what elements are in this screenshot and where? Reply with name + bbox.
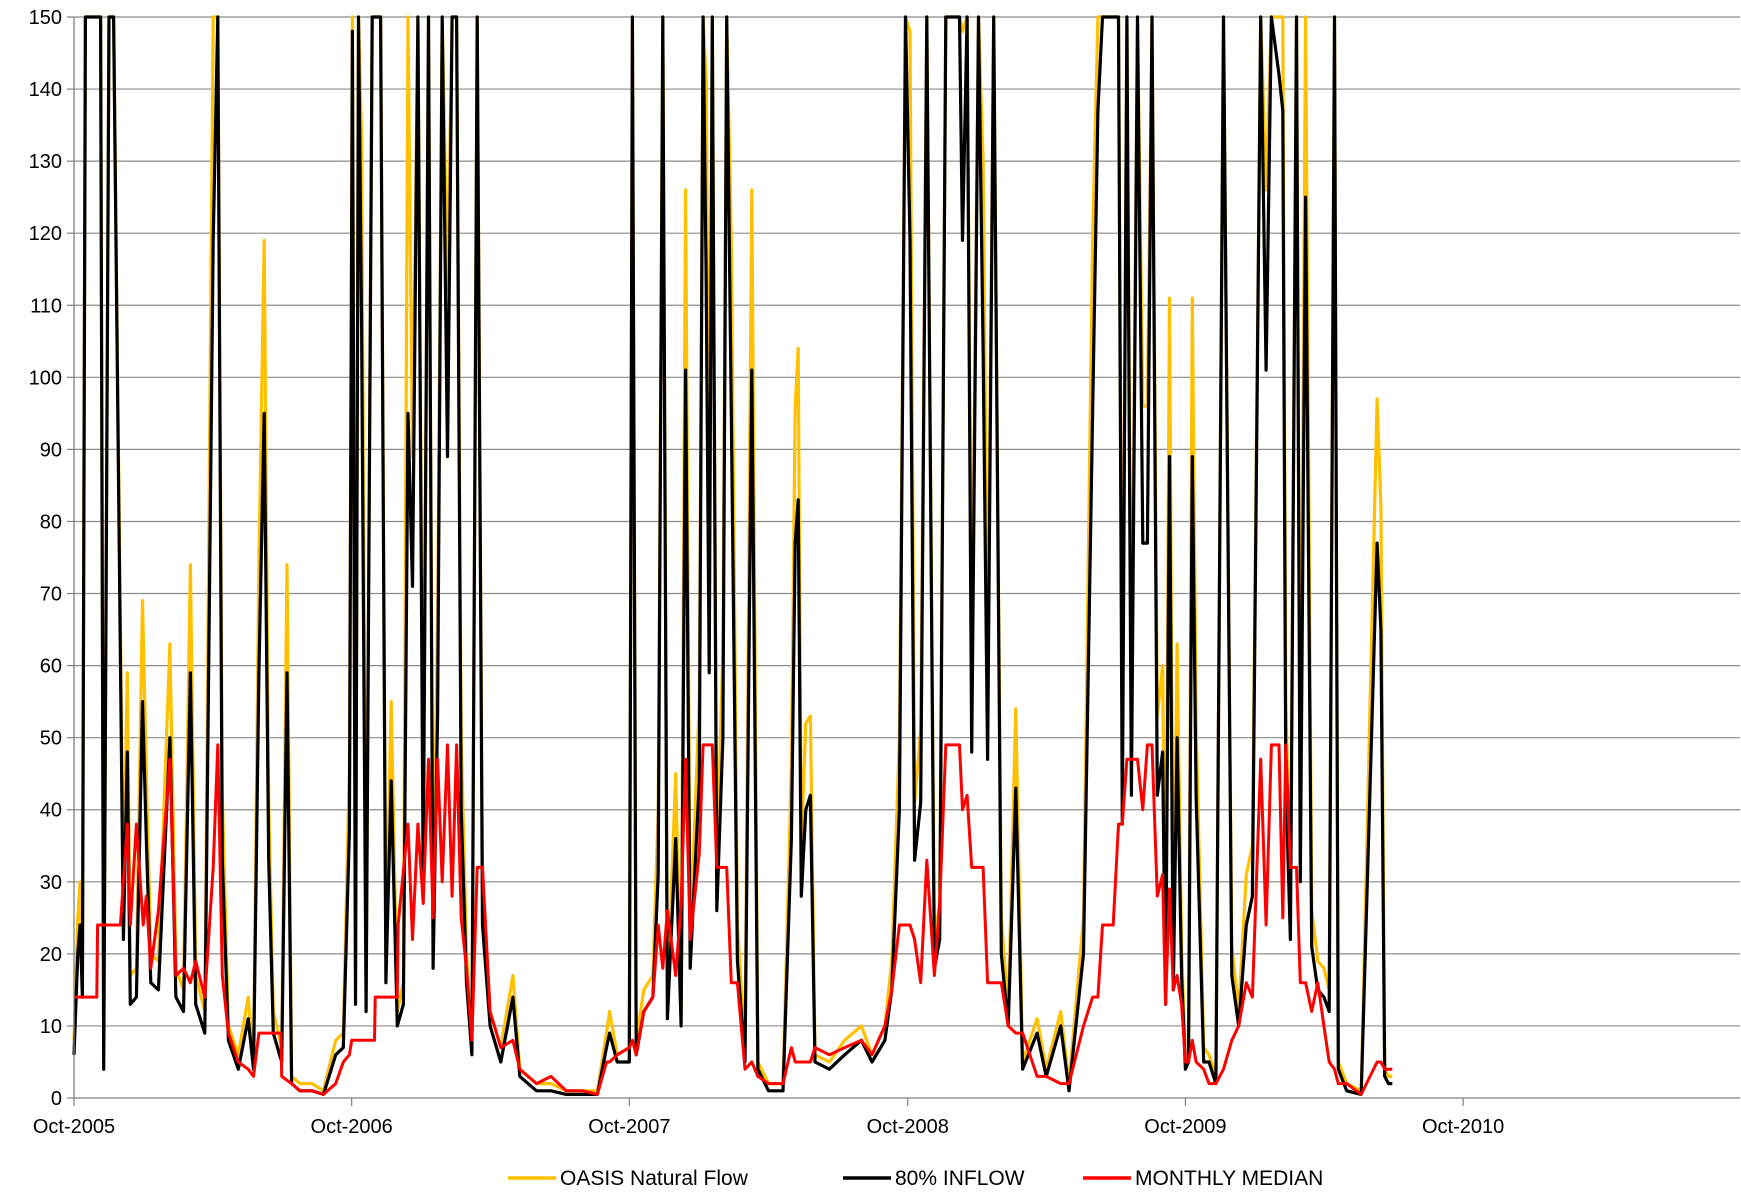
y-tick-label: 50 bbox=[40, 728, 62, 750]
series-line-3 bbox=[74, 743, 1393, 1096]
x-tick-label: Oct-2009 bbox=[1144, 1116, 1226, 1138]
x-tick-label: Oct-2008 bbox=[867, 1116, 949, 1138]
y-tick-label: 120 bbox=[29, 223, 62, 245]
y-tick-label: 80 bbox=[40, 511, 62, 533]
y-tick-label: 10 bbox=[40, 1016, 62, 1038]
series-lines bbox=[72, 15, 1393, 1096]
x-tick-label: Oct-2005 bbox=[33, 1116, 115, 1138]
y-tick-label: 40 bbox=[40, 800, 62, 822]
x-tick-label: Oct-2010 bbox=[1422, 1116, 1504, 1138]
series-line-2 bbox=[72, 15, 1393, 1096]
x-tick-label: Oct-2006 bbox=[311, 1116, 393, 1138]
y-tick-label: 140 bbox=[29, 79, 62, 101]
y-tick-label: 20 bbox=[40, 944, 62, 966]
axes bbox=[73, 17, 1740, 1099]
legend-label: OASIS Natural Flow bbox=[560, 1167, 749, 1190]
legend: OASIS Natural Flow 80% INFLOW MONTHLY MEDI… bbox=[508, 1167, 1323, 1190]
y-tick-label: 110 bbox=[30, 295, 62, 317]
legend-label: 80% INFLOW bbox=[895, 1167, 1025, 1190]
y-tick-label: 150 bbox=[29, 7, 62, 29]
y-tick-label: 0 bbox=[51, 1088, 62, 1110]
y-tick-label: 90 bbox=[40, 439, 62, 461]
y-axis-ticks: 0 10 20 30 40 50 60 70 80 90 100 110 120 130 140 150 bbox=[29, 7, 74, 1110]
x-axis-ticks: Oct-2005 Oct-2006 Oct-2007 Oct-2008 Oct-2009… bbox=[33, 1098, 1504, 1138]
x-tick-label: Oct-2007 bbox=[588, 1116, 670, 1138]
y-tick-label: 60 bbox=[40, 656, 62, 678]
y-tick-label: 30 bbox=[40, 872, 62, 894]
legend-label: MONTHLY MEDIAN bbox=[1135, 1167, 1323, 1190]
y-tick-label: 100 bbox=[29, 367, 62, 389]
y-tick-label: 70 bbox=[40, 584, 62, 606]
y-tick-label: 130 bbox=[29, 151, 62, 173]
